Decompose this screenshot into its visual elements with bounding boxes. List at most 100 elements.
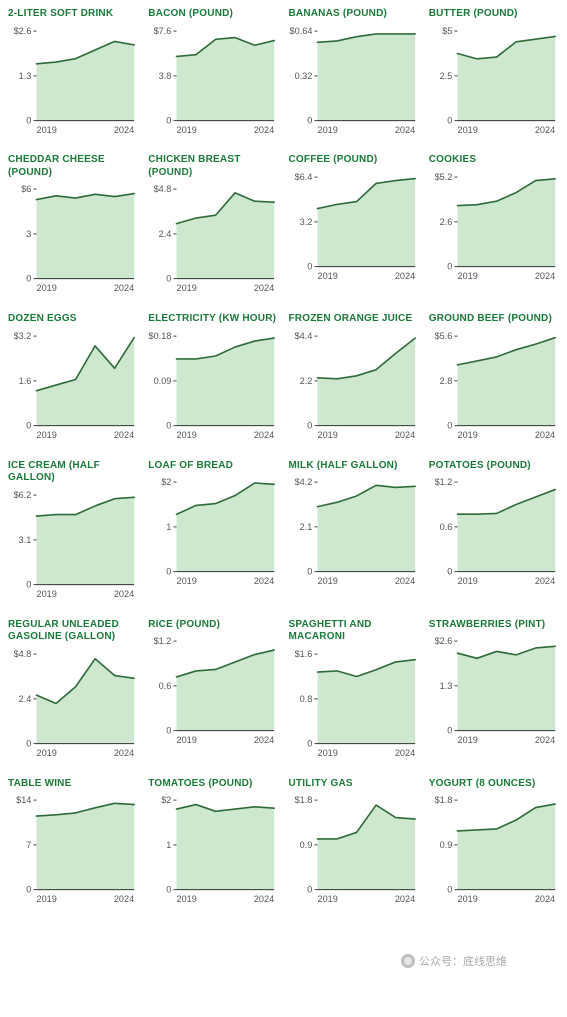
chart-cell: BUTTER (POUND)$52.5020192024	[429, 8, 559, 136]
chart-title: ICE CREAM (HALF GALLON)	[8, 460, 138, 485]
x-label-end: 2024	[254, 894, 274, 904]
chart-title: FROZEN ORANGE JUICE	[289, 313, 419, 326]
chart-svg: $1.20.6020192024	[429, 476, 559, 588]
chart-cell: COFFEE (POUND) $6.43.2020192024	[289, 154, 419, 295]
chart-title: COOKIES	[429, 154, 559, 167]
y-label-top: $5.6	[434, 331, 452, 341]
chart-svg: $5.62.8020192024	[429, 330, 559, 442]
x-label-end: 2024	[535, 271, 555, 281]
y-label-zero: 0	[26, 274, 31, 284]
x-label-end: 2024	[535, 894, 555, 904]
x-label-end: 2024	[394, 271, 414, 281]
y-label-top: $4.8	[154, 185, 172, 195]
y-label-zero: 0	[26, 115, 31, 125]
chart-cell: TOMATOES (POUND)$21020192024	[148, 778, 278, 906]
y-label-top: $2.6	[14, 26, 32, 36]
chart-cell: LOAF OF BREAD$21020192024	[148, 460, 278, 601]
y-label-zero: 0	[447, 262, 452, 272]
x-label-end: 2024	[114, 748, 134, 758]
y-label-mid: 3.8	[159, 70, 172, 80]
x-label-end: 2024	[394, 430, 414, 440]
y-label-zero: 0	[447, 421, 452, 431]
x-label-start: 2019	[36, 283, 56, 293]
chart-area	[317, 486, 415, 572]
chart: $63020192024	[8, 183, 138, 295]
chart: $4.82.4020192024	[148, 183, 278, 295]
y-label-mid: 2.4	[19, 694, 32, 704]
y-label-zero: 0	[447, 726, 452, 736]
chart-area	[457, 338, 555, 426]
x-label-end: 2024	[254, 283, 274, 293]
x-label-end: 2024	[254, 576, 274, 586]
y-label-mid: 1.3	[19, 70, 32, 80]
chart-cell: GROUND BEEF (POUND)$5.62.8020192024	[429, 313, 559, 441]
chart: $4.22.1020192024	[289, 476, 419, 588]
x-label-start: 2019	[457, 576, 477, 586]
y-label-top: $4.4	[294, 331, 312, 341]
chart-title: YOGURT (8 OUNCES)	[429, 778, 559, 791]
chart-svg: $2.61.3020192024	[8, 25, 138, 137]
x-label-end: 2024	[254, 735, 274, 745]
y-label-mid: 1	[167, 522, 172, 532]
chart-cell: DOZEN EGGS$3.21.6020192024	[8, 313, 138, 441]
x-label-start: 2019	[457, 894, 477, 904]
y-label-top: $1.8	[434, 795, 452, 805]
chart-cell: POTATOES (POUND)$1.20.6020192024	[429, 460, 559, 601]
chart-cell: BACON (POUND)$7.63.8020192024	[148, 8, 278, 136]
y-label-mid: 2.2	[299, 376, 312, 386]
x-label-end: 2024	[394, 576, 414, 586]
x-label-end: 2024	[535, 124, 555, 134]
chart: $1.20.6020192024	[429, 476, 559, 588]
y-label-top: $4.2	[294, 477, 312, 487]
chart-cell: ELECTRICITY (KW HOUR)$0.180.09020192024	[148, 313, 278, 441]
chart-cell: SPAGHETTI AND MACARONI $1.60.8020192024	[289, 619, 419, 760]
y-label-zero: 0	[167, 567, 172, 577]
chart-area	[177, 37, 275, 120]
y-label-zero: 0	[167, 726, 172, 736]
y-label-zero: 0	[307, 885, 312, 895]
x-label-start: 2019	[177, 894, 197, 904]
y-label-top: $1.2	[434, 477, 452, 487]
chart-title: REGULAR UNLEADED GASOLINE (GALLON)	[8, 619, 138, 644]
y-label-top: $6	[21, 185, 31, 195]
chart: $5.22.6020192024	[429, 171, 559, 283]
chart: $1.60.8020192024	[289, 648, 419, 760]
chart-title: COFFEE (POUND)	[289, 154, 419, 167]
y-label-mid: 0.8	[299, 694, 312, 704]
chart-area	[177, 193, 275, 279]
chart-title: RICE (POUND)	[148, 619, 278, 632]
y-label-zero: 0	[26, 421, 31, 431]
chart-title: BANANAS (POUND)	[289, 8, 419, 21]
chart-area	[177, 650, 275, 731]
chart-svg: $5.22.6020192024	[429, 171, 559, 283]
chart-svg: $21020192024	[148, 476, 278, 588]
chart: $1.80.9020192024	[289, 794, 419, 906]
chart: $4.82.4020192024	[8, 648, 138, 760]
chart-area	[457, 490, 555, 572]
y-label-zero: 0	[307, 262, 312, 272]
x-label-start: 2019	[177, 430, 197, 440]
y-label-zero: 0	[307, 567, 312, 577]
x-label-start: 2019	[317, 894, 337, 904]
y-label-zero: 0	[26, 579, 31, 589]
watermark: 公众号：底线思维	[401, 953, 507, 969]
x-label-start: 2019	[177, 735, 197, 745]
x-label-start: 2019	[177, 124, 197, 134]
y-label-top: $5	[442, 26, 452, 36]
chart-title: MILK (HALF GALLON)	[289, 460, 419, 473]
x-label-start: 2019	[36, 894, 56, 904]
y-label-zero: 0	[447, 115, 452, 125]
chart-cell: TABLE WINE$147020192024	[8, 778, 138, 906]
y-label-zero: 0	[447, 885, 452, 895]
x-label-start: 2019	[317, 748, 337, 758]
y-label-zero: 0	[447, 567, 452, 577]
y-label-top: $1.2	[154, 636, 172, 646]
chart-svg: $6.43.2020192024	[289, 171, 419, 283]
chart-title: LOAF OF BREAD	[148, 460, 278, 473]
chart-title: SPAGHETTI AND MACARONI	[289, 619, 419, 644]
x-label-start: 2019	[317, 124, 337, 134]
y-label-mid: 2.6	[439, 217, 452, 227]
wechat-icon	[401, 954, 415, 968]
x-label-start: 2019	[36, 589, 56, 599]
y-label-top: $5.2	[434, 172, 452, 182]
